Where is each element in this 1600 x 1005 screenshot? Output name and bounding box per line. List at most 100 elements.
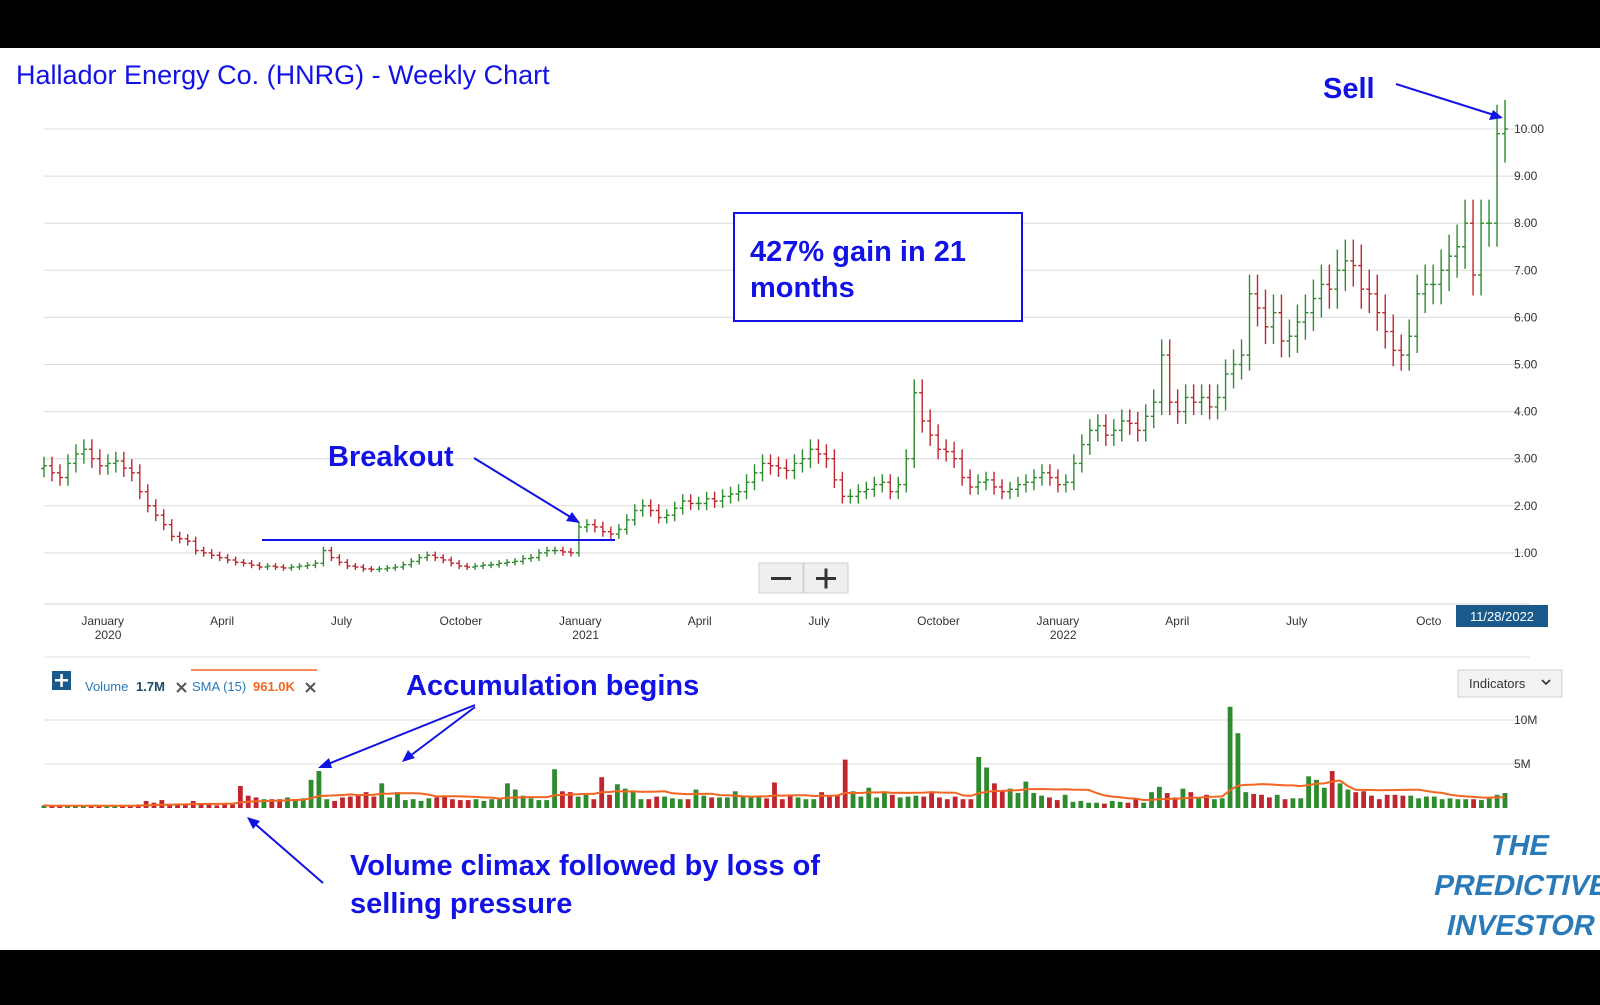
volume-bar	[1266, 797, 1272, 808]
ohlc-bar	[1494, 104, 1501, 247]
time-axis-month: April	[210, 614, 234, 628]
ohlc-bar	[943, 439, 950, 462]
add-indicator-button[interactable]	[52, 671, 71, 690]
ohlc-bar	[288, 564, 295, 571]
volume-bar	[882, 792, 887, 808]
volume-bar	[615, 784, 620, 808]
ohlc-bar	[919, 379, 926, 433]
volume-bar	[1416, 798, 1421, 808]
ohlc-bar	[775, 456, 782, 477]
volume-bar	[662, 796, 667, 808]
volume-bar	[230, 804, 235, 808]
ohlc-bar	[1015, 476, 1021, 497]
ohlc-bar	[1270, 294, 1277, 345]
volume-bar	[1471, 799, 1476, 808]
zoom-controls	[758, 562, 849, 594]
zoom-out-button[interactable]	[758, 562, 804, 594]
ohlc-bar	[1414, 274, 1421, 354]
volume-bar	[1479, 800, 1484, 808]
ohlc-bar	[1214, 384, 1221, 420]
ohlc-bar	[128, 459, 135, 482]
volume-bar	[842, 759, 848, 808]
volume-bar	[261, 799, 267, 808]
volume-bar	[819, 792, 825, 808]
volume-bar	[1486, 797, 1492, 808]
ohlc-bar	[1230, 349, 1237, 389]
volume-bar	[560, 791, 565, 808]
remove-volume-button[interactable]	[176, 682, 187, 693]
price-tick-label: 8.00	[1514, 216, 1538, 230]
gain-box	[733, 212, 1023, 322]
volume-bar	[607, 794, 612, 808]
chart-background	[0, 48, 1600, 950]
ohlc-bar	[344, 559, 351, 570]
ohlc-bar	[1222, 359, 1229, 411]
volume-bar	[764, 798, 770, 808]
volume-bar	[1251, 793, 1257, 808]
ohlc-bar	[208, 549, 215, 559]
ohlc-bar	[1142, 404, 1149, 442]
ohlc-bar	[1078, 434, 1085, 473]
ohlc-bar	[807, 439, 814, 469]
ohlc-bar	[488, 561, 495, 569]
volume-bar	[1439, 799, 1445, 808]
time-axis-month: July	[808, 614, 829, 628]
volume-bar	[473, 799, 479, 808]
ohlc-bar	[1310, 279, 1317, 331]
ohlc-bar	[224, 554, 231, 564]
volume-bar	[740, 796, 746, 808]
sma-line	[43, 779, 1506, 807]
volume-bar	[724, 797, 730, 808]
ohlc-bar	[120, 451, 127, 477]
ohlc-bar	[1302, 294, 1309, 340]
time-axis-year: 2022	[1050, 628, 1077, 642]
ohlc-bar	[240, 559, 247, 567]
ohlc-bar	[759, 454, 766, 482]
ohlc-bar	[767, 454, 774, 475]
volume-bar	[1141, 802, 1147, 808]
ohlc-bar	[1502, 99, 1508, 163]
ohlc-bar	[927, 409, 934, 446]
brand-line3: INVESTOR	[1444, 909, 1599, 942]
volume-bar	[1502, 793, 1508, 808]
price-tick-label: 5.00	[1514, 358, 1538, 372]
volume-bar	[984, 767, 989, 808]
time-axis-month: Octo	[1416, 614, 1442, 628]
volume-bar	[913, 795, 919, 808]
ohlc-bar	[1398, 334, 1405, 371]
ohlc-bar	[967, 469, 974, 495]
volume-bar	[685, 799, 691, 808]
ohlc-bar	[695, 496, 702, 511]
volume-bar	[1353, 792, 1359, 808]
volume-bar	[567, 792, 573, 808]
ohlc-bar	[1134, 411, 1141, 442]
ohlc-bar	[528, 554, 534, 562]
volume-bar	[347, 796, 353, 808]
volume-bar	[237, 786, 243, 808]
zoom-in-button[interactable]	[803, 562, 849, 594]
ohlc-bar	[671, 501, 678, 522]
ohlc-bar	[1318, 264, 1325, 318]
ohlc-bar	[663, 509, 670, 524]
ohlc-bar	[1110, 419, 1117, 446]
ohlc-bar	[176, 531, 183, 544]
volume-bar	[897, 797, 903, 808]
volume-bar	[387, 797, 393, 808]
ohlc-bar	[80, 439, 87, 464]
volume-bar	[481, 800, 487, 808]
sell-arrow	[1395, 83, 1495, 116]
volume-bar	[426, 798, 432, 808]
ohlc-bar	[799, 449, 806, 473]
ohlc-bar	[855, 484, 862, 504]
volume-bar	[65, 806, 70, 808]
ohlc-bar	[703, 491, 710, 511]
price-tick-label: 10.00	[1514, 122, 1544, 136]
volume-bar	[175, 803, 180, 808]
remove-sma-button[interactable]	[305, 682, 316, 693]
volume-bar	[465, 800, 471, 808]
volume-bar	[277, 799, 283, 808]
indicators-dropdown[interactable]: Indicators	[1457, 669, 1563, 698]
ohlc-bar	[304, 562, 311, 570]
volume-bar	[1361, 791, 1367, 808]
